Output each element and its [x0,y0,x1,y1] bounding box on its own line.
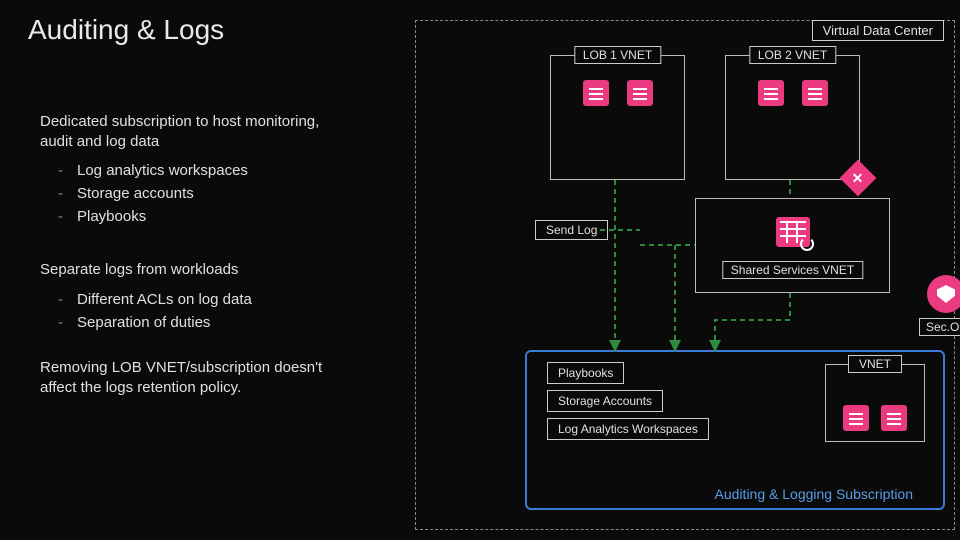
secops-label: Sec.Ops [919,318,960,336]
vm-icon [627,80,653,106]
paragraph-3: Removing LOB VNET/subscription doesn't a… [40,358,350,397]
logging-vnet-box: VNET [825,364,925,442]
sublist-2-item: Different ACLs on log data [77,291,252,308]
vdc-label: Virtual Data Center [812,20,944,41]
lob2-label: LOB 2 VNET [749,46,836,64]
sublist-2: -Different ACLs on log data -Separation … [40,288,350,334]
vm-icon [881,405,907,431]
page-title: Auditing & Logs [28,14,224,46]
lob1-vnet-box: LOB 1 VNET [550,55,685,180]
vm-icon [843,405,869,431]
sublist-1-item: Log analytics workspaces [77,162,248,179]
sublist-1-item: Storage accounts [77,185,194,202]
secops-icon [927,275,960,313]
vm-icon [802,80,828,106]
paragraph-2: Separate logs from workloads [40,260,350,280]
lob2-vnet-box: LOB 2 VNET ✕ [725,55,860,180]
sublist-1: -Log analytics workspaces -Storage accou… [40,159,350,228]
logging-vnet-label: VNET [848,355,902,373]
log-analytics-label: Log Analytics Workspaces [547,418,709,440]
sublist-2-item: Separation of duties [77,314,210,331]
send-log-label: Send Log [535,220,608,240]
subscription-label: Auditing & Logging Subscription [715,486,913,502]
lob1-label: LOB 1 VNET [574,46,661,64]
vm-icon [758,80,784,106]
architecture-diagram: Virtual Data Center LOB 1 VNET LOB 2 VNE… [415,20,955,530]
paragraph-1: Dedicated subscription to host monitorin… [40,112,350,151]
storage-accounts-label: Storage Accounts [547,390,663,412]
vm-icon [583,80,609,106]
shared-services-label: Shared Services VNET [722,261,863,279]
logging-subscription-box: Playbooks Storage Accounts Log Analytics… [525,350,945,510]
firewall-icon [776,217,810,247]
shared-services-box: Shared Services VNET [695,198,890,293]
playbooks-label: Playbooks [547,362,624,384]
sublist-1-item: Playbooks [77,208,146,225]
